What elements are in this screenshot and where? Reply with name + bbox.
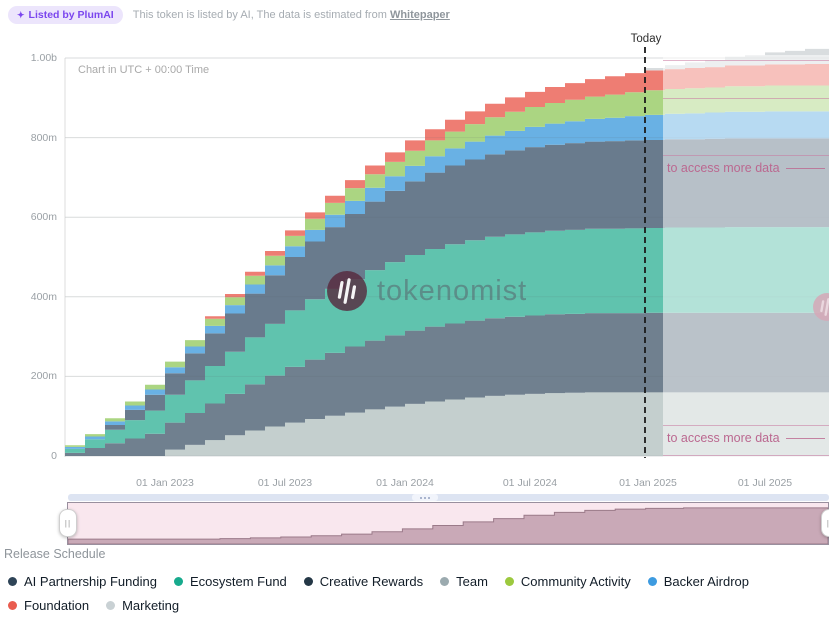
listed-by-badge[interactable]: ✦ Listed by PlumAI xyxy=(8,6,123,24)
legend-item-foundation[interactable]: Foundation xyxy=(8,598,89,613)
y-tick: 1.00b xyxy=(30,52,57,64)
legend-dot xyxy=(440,577,450,586)
watermark-text: tokenomist xyxy=(377,274,528,307)
release-schedule-label: Release Schedule xyxy=(4,547,106,561)
top-bar: ✦ Listed by PlumAI This token is listed … xyxy=(8,6,450,24)
legend-label: Marketing xyxy=(122,598,180,613)
brush-handle-left[interactable]: || xyxy=(59,509,77,537)
legend-dot xyxy=(303,577,313,586)
legend-item-marketing[interactable]: Marketing xyxy=(106,598,179,613)
x-tick: 01 Jul 2025 xyxy=(737,477,793,489)
brush-handle-right[interactable]: || xyxy=(821,509,829,537)
legend: AI Partnership Funding Ecosystem Fund Cr… xyxy=(8,574,823,613)
today-label: Today xyxy=(630,33,662,45)
y-tick: 0 xyxy=(51,450,57,462)
whitepaper-link[interactable]: Whitepaper xyxy=(389,9,450,21)
legend-item-ai-partnership-funding[interactable]: AI Partnership Funding xyxy=(8,574,157,589)
legend-label: Backer Airdrop xyxy=(663,574,749,589)
legend-label: Ecosystem Fund xyxy=(189,574,287,589)
overlay-divider xyxy=(663,155,829,156)
legend-dot xyxy=(8,577,17,586)
listed-by-badge-label: Listed by PlumAI xyxy=(28,9,114,21)
legend-item-ecosystem-fund[interactable]: Ecosystem Fund xyxy=(173,574,287,589)
legend-item-creative-rewards[interactable]: Creative Rewards xyxy=(303,574,424,589)
legend-label: Team xyxy=(456,574,488,589)
sparkle-icon: ✦ xyxy=(17,9,25,20)
legend-item-backer-airdrop[interactable]: Backer Airdrop xyxy=(647,574,749,589)
future-data-overlay: to access more data to access more data xyxy=(663,55,829,458)
listing-note: This token is listed by AI, The data is … xyxy=(133,9,450,21)
x-tick: 01 Jul 2024 xyxy=(502,477,558,489)
legend-label: Creative Rewards xyxy=(319,574,424,589)
overlay-divider xyxy=(663,98,829,99)
upgrade-prompt-text: to access more data xyxy=(667,161,780,175)
y-tick: 800m xyxy=(30,131,57,144)
x-tick: 01 Jul 2023 xyxy=(257,477,313,489)
legend-dot xyxy=(8,601,17,610)
upgrade-prompt[interactable]: to access more data xyxy=(667,161,825,175)
y-tick: 600m xyxy=(30,211,57,224)
timezone-note: Chart in UTC + 00:00 Time xyxy=(78,64,210,76)
y-tick: 400m xyxy=(30,290,57,303)
x-tick: 01 Jan 2023 xyxy=(136,477,194,489)
minimap-scrollbar[interactable] xyxy=(68,494,829,501)
legend-dot xyxy=(647,577,657,586)
x-tick: 01 Jan 2024 xyxy=(376,477,434,489)
legend-label: Foundation xyxy=(24,598,90,613)
overlay-divider xyxy=(663,60,829,61)
overlay-divider xyxy=(663,425,829,426)
legend-dot xyxy=(504,577,514,586)
tokenomist-logo-icon xyxy=(327,271,367,311)
upgrade-prompt[interactable]: to access more data xyxy=(667,431,825,445)
prompt-dash xyxy=(785,167,825,169)
minimap-brush[interactable] xyxy=(67,502,829,545)
legend-label: Community Activity xyxy=(520,574,631,589)
x-tick: 01 Jan 2025 xyxy=(619,477,677,489)
legend-label: AI Partnership Funding xyxy=(24,574,157,589)
listing-note-text: This token is listed by AI, The data is … xyxy=(132,9,387,21)
legend-dot xyxy=(173,577,183,586)
legend-item-team[interactable]: Team xyxy=(440,574,488,589)
legend-dot xyxy=(106,601,116,610)
legend-item-community-activity[interactable]: Community Activity xyxy=(504,574,631,589)
minimap-scrollbar-grip[interactable] xyxy=(412,494,438,501)
overlay-divider xyxy=(663,455,829,456)
tokenomist-watermark: tokenomist xyxy=(326,270,527,312)
prompt-dash xyxy=(785,437,825,439)
upgrade-prompt-text: to access more data xyxy=(667,431,780,445)
y-tick: 200m xyxy=(30,370,57,383)
